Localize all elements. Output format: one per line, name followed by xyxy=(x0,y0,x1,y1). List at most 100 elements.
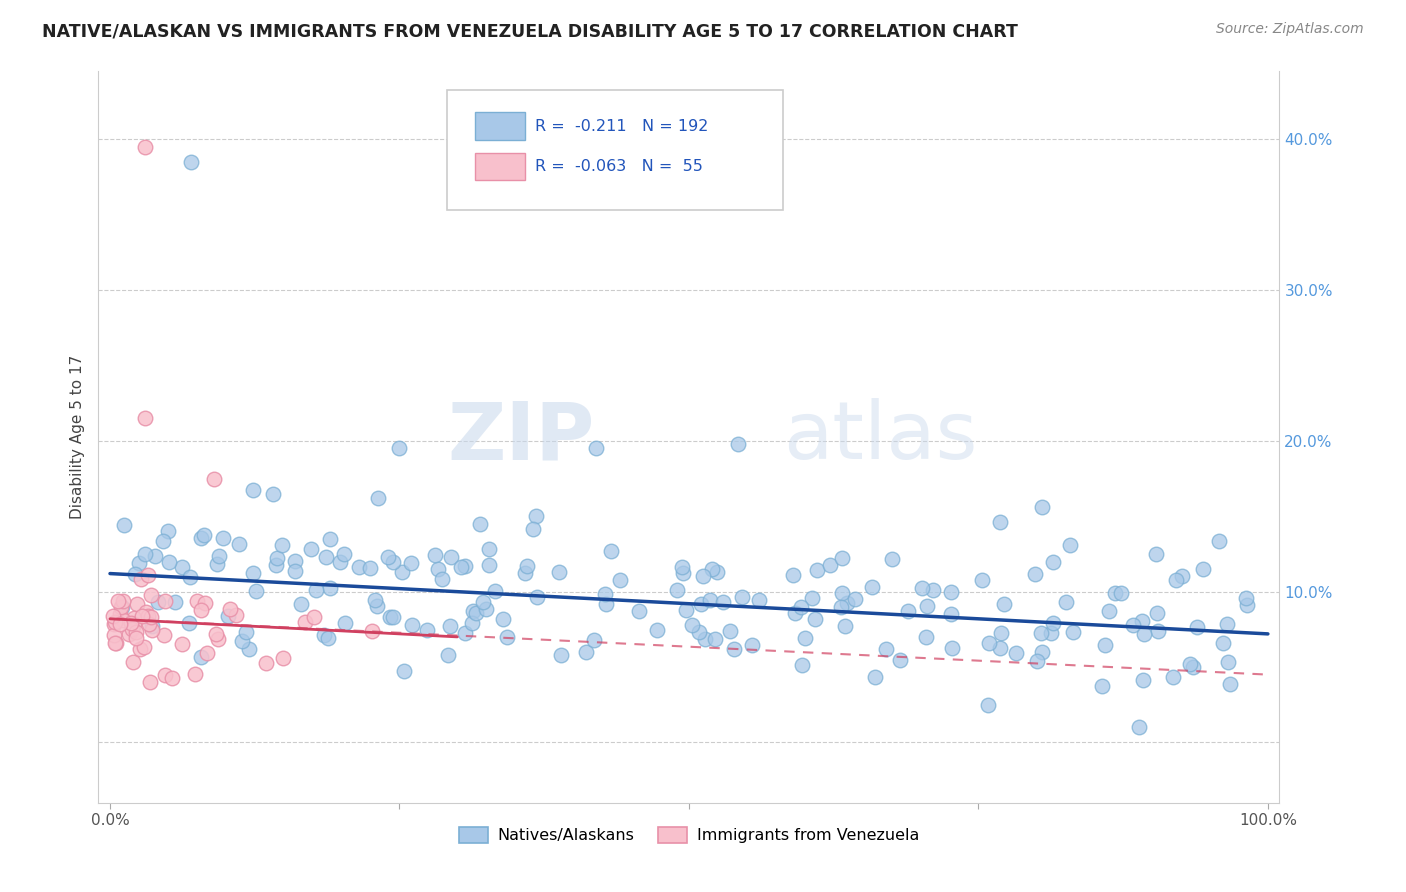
Point xyxy=(723,642,745,657)
Point xyxy=(416,623,439,637)
Point xyxy=(1178,657,1201,672)
Point xyxy=(318,532,340,546)
Point xyxy=(1208,534,1230,549)
Point xyxy=(727,436,749,450)
Point xyxy=(492,612,515,626)
Point xyxy=(1164,573,1187,587)
Point xyxy=(834,619,856,633)
Point xyxy=(125,631,148,645)
Point xyxy=(122,655,145,669)
Point xyxy=(111,594,134,608)
Point xyxy=(105,636,128,650)
Point xyxy=(284,564,307,578)
Point xyxy=(1170,569,1192,583)
Point xyxy=(110,607,132,622)
Point xyxy=(1161,670,1184,684)
Point xyxy=(112,613,135,627)
Point xyxy=(461,604,484,618)
Point xyxy=(1132,673,1154,687)
Point xyxy=(124,566,146,581)
Point xyxy=(741,638,763,652)
Point xyxy=(941,641,963,656)
Point xyxy=(184,666,207,681)
Point xyxy=(152,534,174,549)
Point xyxy=(1122,618,1144,632)
Point xyxy=(103,609,125,624)
Point xyxy=(461,615,484,630)
Point xyxy=(875,642,897,657)
Point xyxy=(112,518,135,533)
Point xyxy=(1130,614,1153,628)
Point xyxy=(681,617,703,632)
Point xyxy=(211,531,233,545)
Point xyxy=(835,596,858,610)
Point xyxy=(316,631,339,645)
Point xyxy=(111,599,134,614)
Point xyxy=(205,627,228,641)
Point xyxy=(153,668,176,682)
Point xyxy=(437,648,460,663)
Point xyxy=(394,665,416,679)
Point xyxy=(367,491,389,505)
Point xyxy=(242,483,264,498)
Point xyxy=(1091,679,1114,693)
Point xyxy=(1094,638,1116,652)
Point xyxy=(382,555,405,569)
Point xyxy=(1042,616,1064,631)
Point xyxy=(977,698,1000,712)
Point xyxy=(131,572,153,586)
Point xyxy=(1054,594,1077,608)
Point xyxy=(882,552,904,566)
Point xyxy=(450,560,472,574)
Point xyxy=(782,567,804,582)
Point xyxy=(264,558,287,572)
Point xyxy=(193,528,215,542)
Point xyxy=(290,597,312,611)
Point xyxy=(271,651,294,665)
Point xyxy=(865,670,887,684)
Point xyxy=(801,591,824,606)
Point xyxy=(690,597,713,611)
Point xyxy=(915,630,938,644)
Point xyxy=(217,608,239,623)
Point xyxy=(478,541,501,556)
Point xyxy=(516,559,538,574)
Point xyxy=(1031,625,1053,640)
Point xyxy=(1181,660,1204,674)
Point xyxy=(304,610,326,624)
Point xyxy=(524,508,547,523)
Point xyxy=(1236,599,1258,613)
Point xyxy=(366,599,388,613)
Point xyxy=(305,582,328,597)
Point xyxy=(897,604,920,618)
Legend: Natives/Alaskans, Immigrants from Venezuela: Natives/Alaskans, Immigrants from Venezu… xyxy=(453,821,925,850)
Point xyxy=(401,556,423,570)
Point xyxy=(1104,586,1126,600)
Point xyxy=(860,580,883,594)
Point xyxy=(513,566,536,581)
Point xyxy=(156,524,179,538)
Point xyxy=(609,573,631,587)
Point xyxy=(141,624,163,638)
Point xyxy=(262,487,284,501)
Point xyxy=(711,595,734,609)
Point xyxy=(190,602,212,616)
Point xyxy=(1062,625,1084,640)
Point xyxy=(315,550,337,565)
Point xyxy=(1185,620,1208,634)
Point xyxy=(1024,566,1046,581)
Point xyxy=(748,592,770,607)
Point xyxy=(600,543,623,558)
Point xyxy=(477,558,499,572)
Point xyxy=(110,600,132,615)
Point xyxy=(128,556,150,570)
Point xyxy=(120,616,142,631)
Text: R =  -0.063   N =  55: R = -0.063 N = 55 xyxy=(536,159,703,174)
Point xyxy=(170,637,193,651)
Point xyxy=(207,632,229,646)
Point xyxy=(127,597,149,611)
Point xyxy=(364,593,387,607)
Point xyxy=(270,537,292,551)
Point xyxy=(672,566,695,581)
Point xyxy=(820,558,842,573)
